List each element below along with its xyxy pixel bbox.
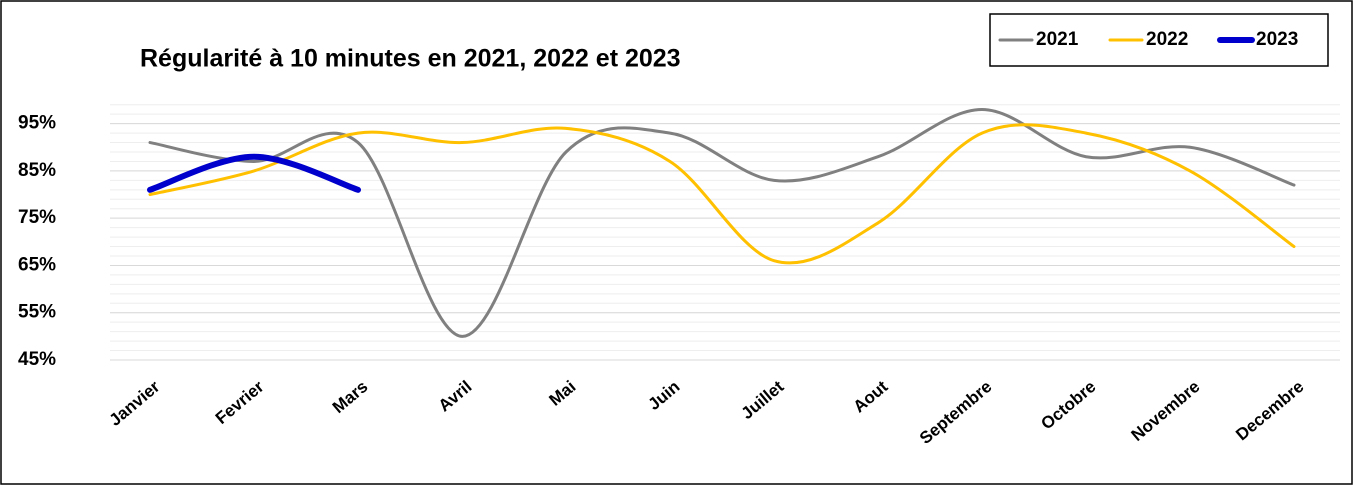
y-tick-label: 75% [18,207,56,228]
series-line [148,123,1296,265]
legend-label: 2021 [1036,29,1079,50]
y-tick-label: 95% [18,113,56,134]
series-line [148,107,1296,338]
y-tick-label: 55% [18,302,56,323]
y-tick-label: 65% [18,254,56,275]
chart-title: Régularité à 10 minutes en 2021, 2022 et… [140,45,681,73]
legend-label: 2023 [1256,29,1298,50]
series-line [147,153,361,193]
legend-box [989,13,1329,67]
y-tick-label: 45% [18,349,56,370]
y-tick-label: 85% [18,160,56,181]
legend-label: 2022 [1146,29,1188,50]
